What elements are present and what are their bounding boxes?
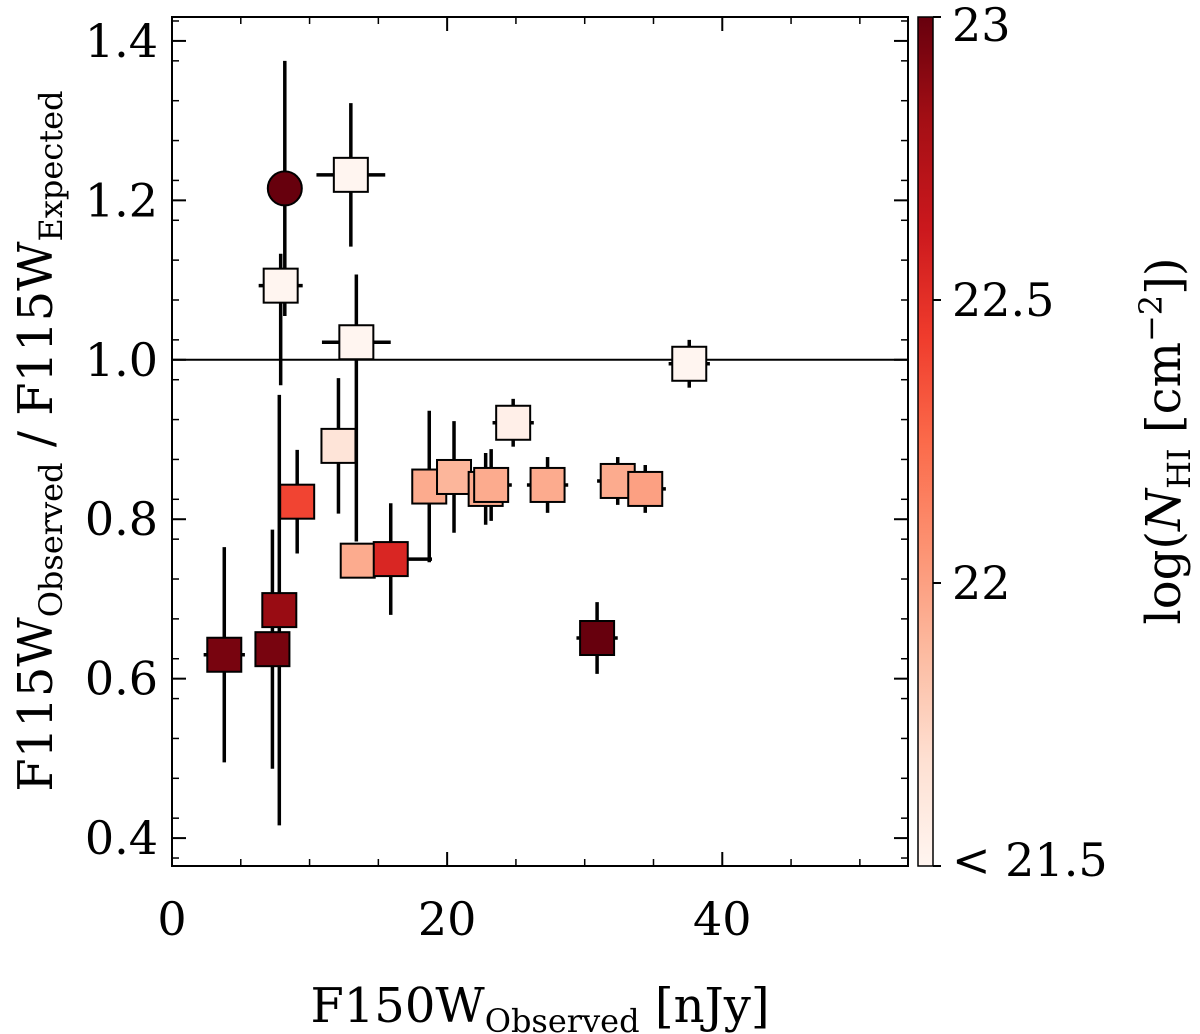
data-point [262,267,299,304]
colorbar-tick-label: 22.5 [952,273,1054,327]
axes-frame [171,16,909,867]
data-point [579,620,616,657]
data-point [339,542,376,579]
x-axis-title: F150WObserved [nJy] [310,978,769,1034]
data-point [266,170,303,207]
y-tick-label: 0.6 [85,652,158,706]
colorbar-label: log(NHI [cm−2]) [1132,257,1198,624]
y-tick-label: 0.8 [85,492,158,546]
y-axis-ticks: 0.4 0.6 0.8 1.0 1.2 1.4 [85,14,908,865]
data-point [261,592,298,629]
colorbar [917,16,934,867]
data-point [254,631,291,668]
data-point [495,404,532,441]
colorbar-tick-label: < 21.5 [952,833,1108,887]
y-axis-title: F115WObserved / F115WExpected [8,90,70,791]
data-point [338,324,375,361]
colorbar-tick-label: 23 [952,0,1011,52]
y-tick-label: 1.0 [85,333,158,387]
data-point [206,636,243,673]
data-point [279,483,316,520]
x-axis-ticks: 0 20 40 [157,17,861,946]
plot-area [172,60,908,826]
data-point [436,458,473,495]
x-tick-label: 0 [157,892,186,946]
x-tick-label: 40 [693,892,752,946]
y-tick-label: 1.4 [85,14,158,68]
colorbar-tick-label: 22 [952,556,1011,610]
data-point [529,466,566,503]
data-point [320,427,357,464]
data-point [671,345,708,382]
y-tick-label: 0.4 [85,811,158,865]
error-bar [321,274,391,542]
x-tick-label: 20 [418,892,477,946]
data-point [372,541,409,578]
data-point [627,470,664,507]
colorbar-ticks: < 21.5 22 22.5 23 [933,0,1108,887]
data-point [332,156,369,193]
data-point [473,466,510,503]
y-tick-label: 1.2 [85,173,158,227]
